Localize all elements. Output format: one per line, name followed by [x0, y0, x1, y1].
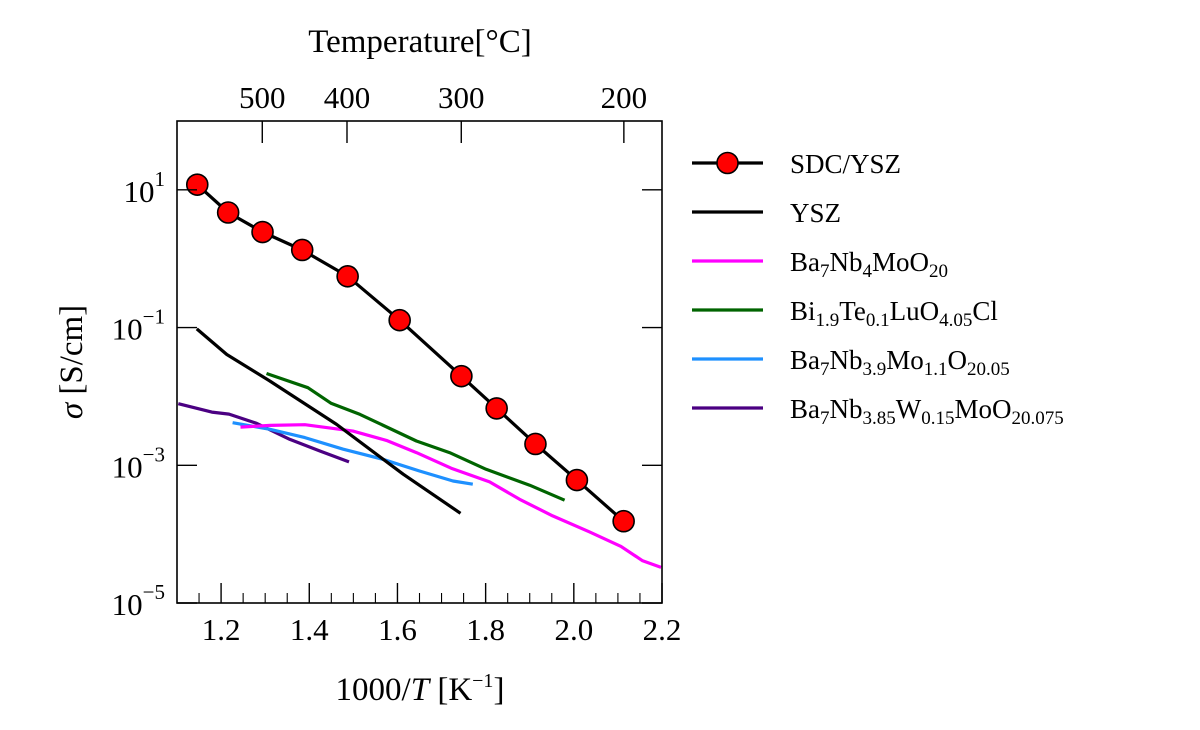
legend-label-text: O [948, 345, 968, 375]
y-tick-label: 10−5 [112, 580, 165, 622]
series-4-line [232, 421, 474, 486]
y-tick-label-exponent: 1 [155, 167, 166, 191]
top-tick-label: 500 [239, 80, 286, 115]
legend-label-subscript: 0.1 [866, 310, 890, 331]
y-axis-title-unit: [S/cm] [54, 305, 90, 403]
y-tick-label-exponent: −1 [143, 305, 165, 329]
y-tick-label: 10−3 [112, 442, 165, 484]
series-layer [177, 173, 662, 569]
series-1-line [195, 327, 462, 515]
series-0-marker [251, 220, 274, 244]
legend-label-subscript: 1.9 [816, 310, 840, 331]
series-0-marker [565, 468, 589, 492]
legend-label-text: SDC/YSZ [790, 149, 901, 179]
legend-label-text: Mo [886, 345, 924, 375]
y-tick-label-base: 10 [112, 587, 143, 622]
legend-label-subscript: 3.9 [863, 359, 887, 380]
legend-label-text: LuO [890, 296, 940, 326]
x-tick-label: 1.2 [202, 612, 241, 647]
legend-label-text: Nb [830, 345, 863, 375]
legend-label-text: W [896, 394, 922, 424]
legend-item-3: Bi1.9Te0.1LuO4.05Cl [692, 296, 998, 331]
series-0-marker [388, 308, 411, 332]
legend-label-text: Bi [790, 296, 816, 326]
x-axis-title: 1000/T [K−1] [336, 670, 505, 708]
legend-label-subscript: 4 [863, 261, 873, 282]
legend-label-subscript: 20.075 [1012, 408, 1064, 429]
x-axis-title-variable: T [411, 672, 432, 708]
legend-label-subscript: 3.85 [863, 408, 896, 429]
x-tick-label: 2.0 [554, 612, 593, 647]
series-2-line [240, 423, 662, 569]
legend-label: Bi1.9Te0.1LuO4.05Cl [790, 296, 998, 331]
legend-label-subscript: 7 [820, 408, 830, 429]
legend-label: SDC/YSZ [790, 149, 901, 179]
y-axis-title-symbol: σ [54, 401, 90, 419]
legend-label-text: MoO [954, 394, 1011, 424]
legend-item-1: YSZ [692, 198, 841, 228]
legend-label-subscript: 0.15 [921, 408, 954, 429]
y-tick-label-exponent: −5 [143, 580, 165, 604]
legend-label-subscript: 20.05 [967, 359, 1010, 380]
series-5-line [177, 402, 350, 464]
series-0-marker [485, 397, 508, 420]
legend-item-2: Ba7Nb4MoO20 [692, 247, 948, 282]
legend-label-subscript: 4.05 [939, 310, 972, 331]
legend-swatch-marker [716, 151, 739, 175]
x-tick-label: 1.6 [378, 612, 417, 647]
legend-label-text: YSZ [790, 198, 841, 228]
y-tick-label-base: 10 [112, 449, 143, 484]
x-tick-label: 2.2 [643, 612, 682, 647]
legend-label: Ba7Nb4MoO20 [790, 247, 948, 282]
series-0-marker [336, 265, 359, 288]
legend-label-subscript: 7 [820, 359, 830, 380]
legend-label-text: Ba [790, 345, 820, 375]
legend-item-5: Ba7Nb3.85W0.15MoO20.075 [692, 394, 1064, 429]
series-0-marker [524, 432, 547, 456]
legend-label-subscript: 7 [820, 261, 830, 282]
top-tick-label: 300 [438, 80, 485, 115]
legend: SDC/YSZYSZBa7Nb4MoO20Bi1.9Te0.1LuO4.05Cl… [692, 149, 1064, 429]
top-tick-label: 200 [601, 80, 648, 115]
series-0-marker [450, 364, 473, 388]
legend-label: Ba7Nb3.9Mo1.1O20.05 [790, 345, 1010, 380]
legend-label-text: MoO [872, 247, 929, 277]
legend-label-subscript: 20 [929, 261, 948, 282]
legend-label-text: Ba [790, 247, 820, 277]
x-axis-title-unit-exponent: −1 [472, 670, 493, 692]
y-tick-label-exponent: −3 [143, 442, 165, 466]
legend-label-text: Ba [790, 394, 820, 424]
legend-item-0: SDC/YSZ [692, 149, 901, 179]
legend-label-text: Nb [830, 394, 863, 424]
legend-label: Ba7Nb3.85W0.15MoO20.075 [790, 394, 1064, 429]
y-axis-title: σ [S/cm] [54, 305, 90, 419]
series-0-marker [185, 173, 209, 196]
top-axis-title: Temperature[°C] [308, 24, 531, 60]
x-axis-title-unit: [K [429, 672, 472, 708]
legend-label-text: Nb [830, 247, 863, 277]
x-axis-title-unit-close: ] [493, 672, 504, 708]
legend-label-subscript: 1.1 [924, 359, 948, 380]
y-tick-label: 10−1 [112, 305, 165, 347]
series-0-marker [612, 509, 635, 533]
legend-item-4: Ba7Nb3.9Mo1.1O20.05 [692, 345, 1010, 380]
legend-label-text: Cl [972, 296, 998, 326]
x-tick-label: 1.8 [466, 612, 505, 647]
series-0-marker [216, 201, 240, 224]
legend-label-text: Te [839, 296, 866, 326]
x-tick-label: 1.4 [290, 612, 329, 647]
y-tick-label-base: 10 [124, 174, 155, 209]
top-tick-label: 400 [324, 80, 371, 115]
x-axis-title-prefix: 1000/ [336, 672, 412, 708]
series-3-line [265, 371, 566, 502]
y-tick-label: 101 [124, 167, 166, 209]
series-0-marker [290, 238, 314, 262]
y-tick-label-base: 10 [112, 312, 143, 347]
legend-label: YSZ [790, 198, 841, 228]
